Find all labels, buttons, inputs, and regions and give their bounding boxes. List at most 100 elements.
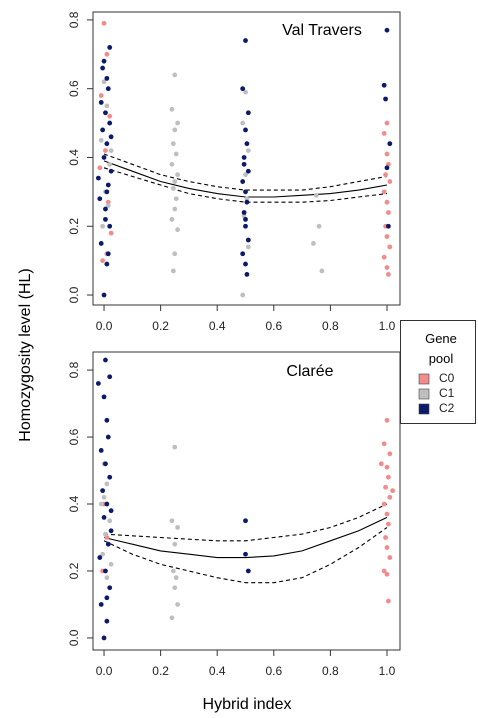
- legend-swatch: [418, 373, 430, 385]
- point: [384, 234, 390, 239]
- point: [240, 179, 246, 184]
- point: [104, 575, 110, 581]
- legend: Gene pool C0 C1 C2: [400, 320, 476, 424]
- plot-frame: [92, 11, 401, 306]
- point: [104, 501, 110, 507]
- point: [104, 618, 110, 624]
- point: [100, 223, 106, 229]
- point: [244, 196, 250, 202]
- point: [385, 210, 391, 215]
- panel-title: Val Travers: [282, 22, 362, 39]
- point: [241, 161, 247, 167]
- point: [240, 251, 246, 257]
- point: [243, 551, 248, 557]
- point: [104, 481, 110, 487]
- y-tick-label: 0.2: [67, 218, 81, 235]
- panel-title: Clarée: [286, 363, 333, 380]
- point: [384, 265, 390, 270]
- point: [384, 545, 390, 550]
- point: [175, 227, 181, 233]
- x-axis-label: Hybrid index: [203, 696, 292, 713]
- point: [103, 206, 108, 212]
- x-tick-label: 1.0: [379, 664, 396, 678]
- point: [170, 568, 176, 574]
- point: [381, 130, 387, 136]
- point: [108, 561, 114, 567]
- point: [384, 417, 390, 423]
- point: [381, 501, 387, 507]
- point: [245, 568, 251, 574]
- point: [104, 141, 110, 147]
- point: [387, 141, 393, 147]
- point: [172, 127, 178, 133]
- point: [108, 134, 114, 140]
- point: [104, 417, 110, 423]
- x-tick-label: 0.0: [96, 664, 113, 678]
- point: [243, 216, 248, 222]
- point: [108, 508, 114, 514]
- point: [244, 199, 250, 205]
- point: [385, 474, 391, 480]
- point: [107, 45, 113, 50]
- point: [385, 521, 391, 527]
- point: [245, 148, 251, 153]
- point: [97, 196, 103, 202]
- point: [243, 89, 248, 95]
- point: [243, 261, 248, 267]
- point: [378, 461, 384, 467]
- point: [97, 165, 103, 171]
- point: [243, 172, 248, 178]
- point: [384, 511, 390, 517]
- legend-swatch: [418, 388, 430, 400]
- point: [387, 555, 393, 560]
- point: [172, 72, 178, 78]
- point: [240, 86, 246, 92]
- point: [108, 528, 114, 534]
- point: [107, 374, 113, 380]
- point: [107, 223, 113, 229]
- point: [100, 127, 106, 133]
- point: [107, 585, 113, 591]
- point: [101, 79, 107, 85]
- legend-label: C1: [439, 386, 455, 400]
- point: [383, 535, 388, 540]
- point: [172, 251, 178, 257]
- point: [381, 82, 387, 88]
- point: [103, 148, 108, 153]
- point: [103, 216, 108, 222]
- point: [105, 434, 111, 440]
- x-tick-label: 0.6: [265, 664, 282, 678]
- point: [98, 100, 104, 105]
- point: [172, 585, 178, 591]
- point: [97, 555, 103, 560]
- point: [241, 155, 247, 160]
- point: [173, 196, 179, 202]
- point: [245, 237, 251, 243]
- point: [100, 488, 106, 494]
- point: [172, 444, 178, 450]
- point: [104, 595, 110, 601]
- point: [384, 199, 390, 205]
- point: [103, 568, 108, 574]
- x-tick-label: 0.8: [322, 664, 339, 678]
- point: [101, 20, 107, 26]
- point: [101, 494, 107, 500]
- x-tick-label: 1.0: [379, 319, 396, 333]
- y-tick-label: 0.4: [67, 495, 81, 512]
- point: [243, 127, 248, 133]
- fit-curve: [103, 503, 388, 542]
- point: [108, 148, 114, 153]
- point: [384, 151, 390, 157]
- point: [169, 106, 175, 112]
- legend-swatch: [418, 403, 430, 415]
- point: [170, 141, 176, 147]
- point: [100, 65, 106, 71]
- point: [390, 488, 396, 494]
- point: [169, 216, 175, 222]
- point: [245, 244, 251, 250]
- fit-curve: [103, 167, 388, 203]
- point: [108, 230, 114, 236]
- point: [387, 451, 393, 457]
- point: [175, 172, 181, 178]
